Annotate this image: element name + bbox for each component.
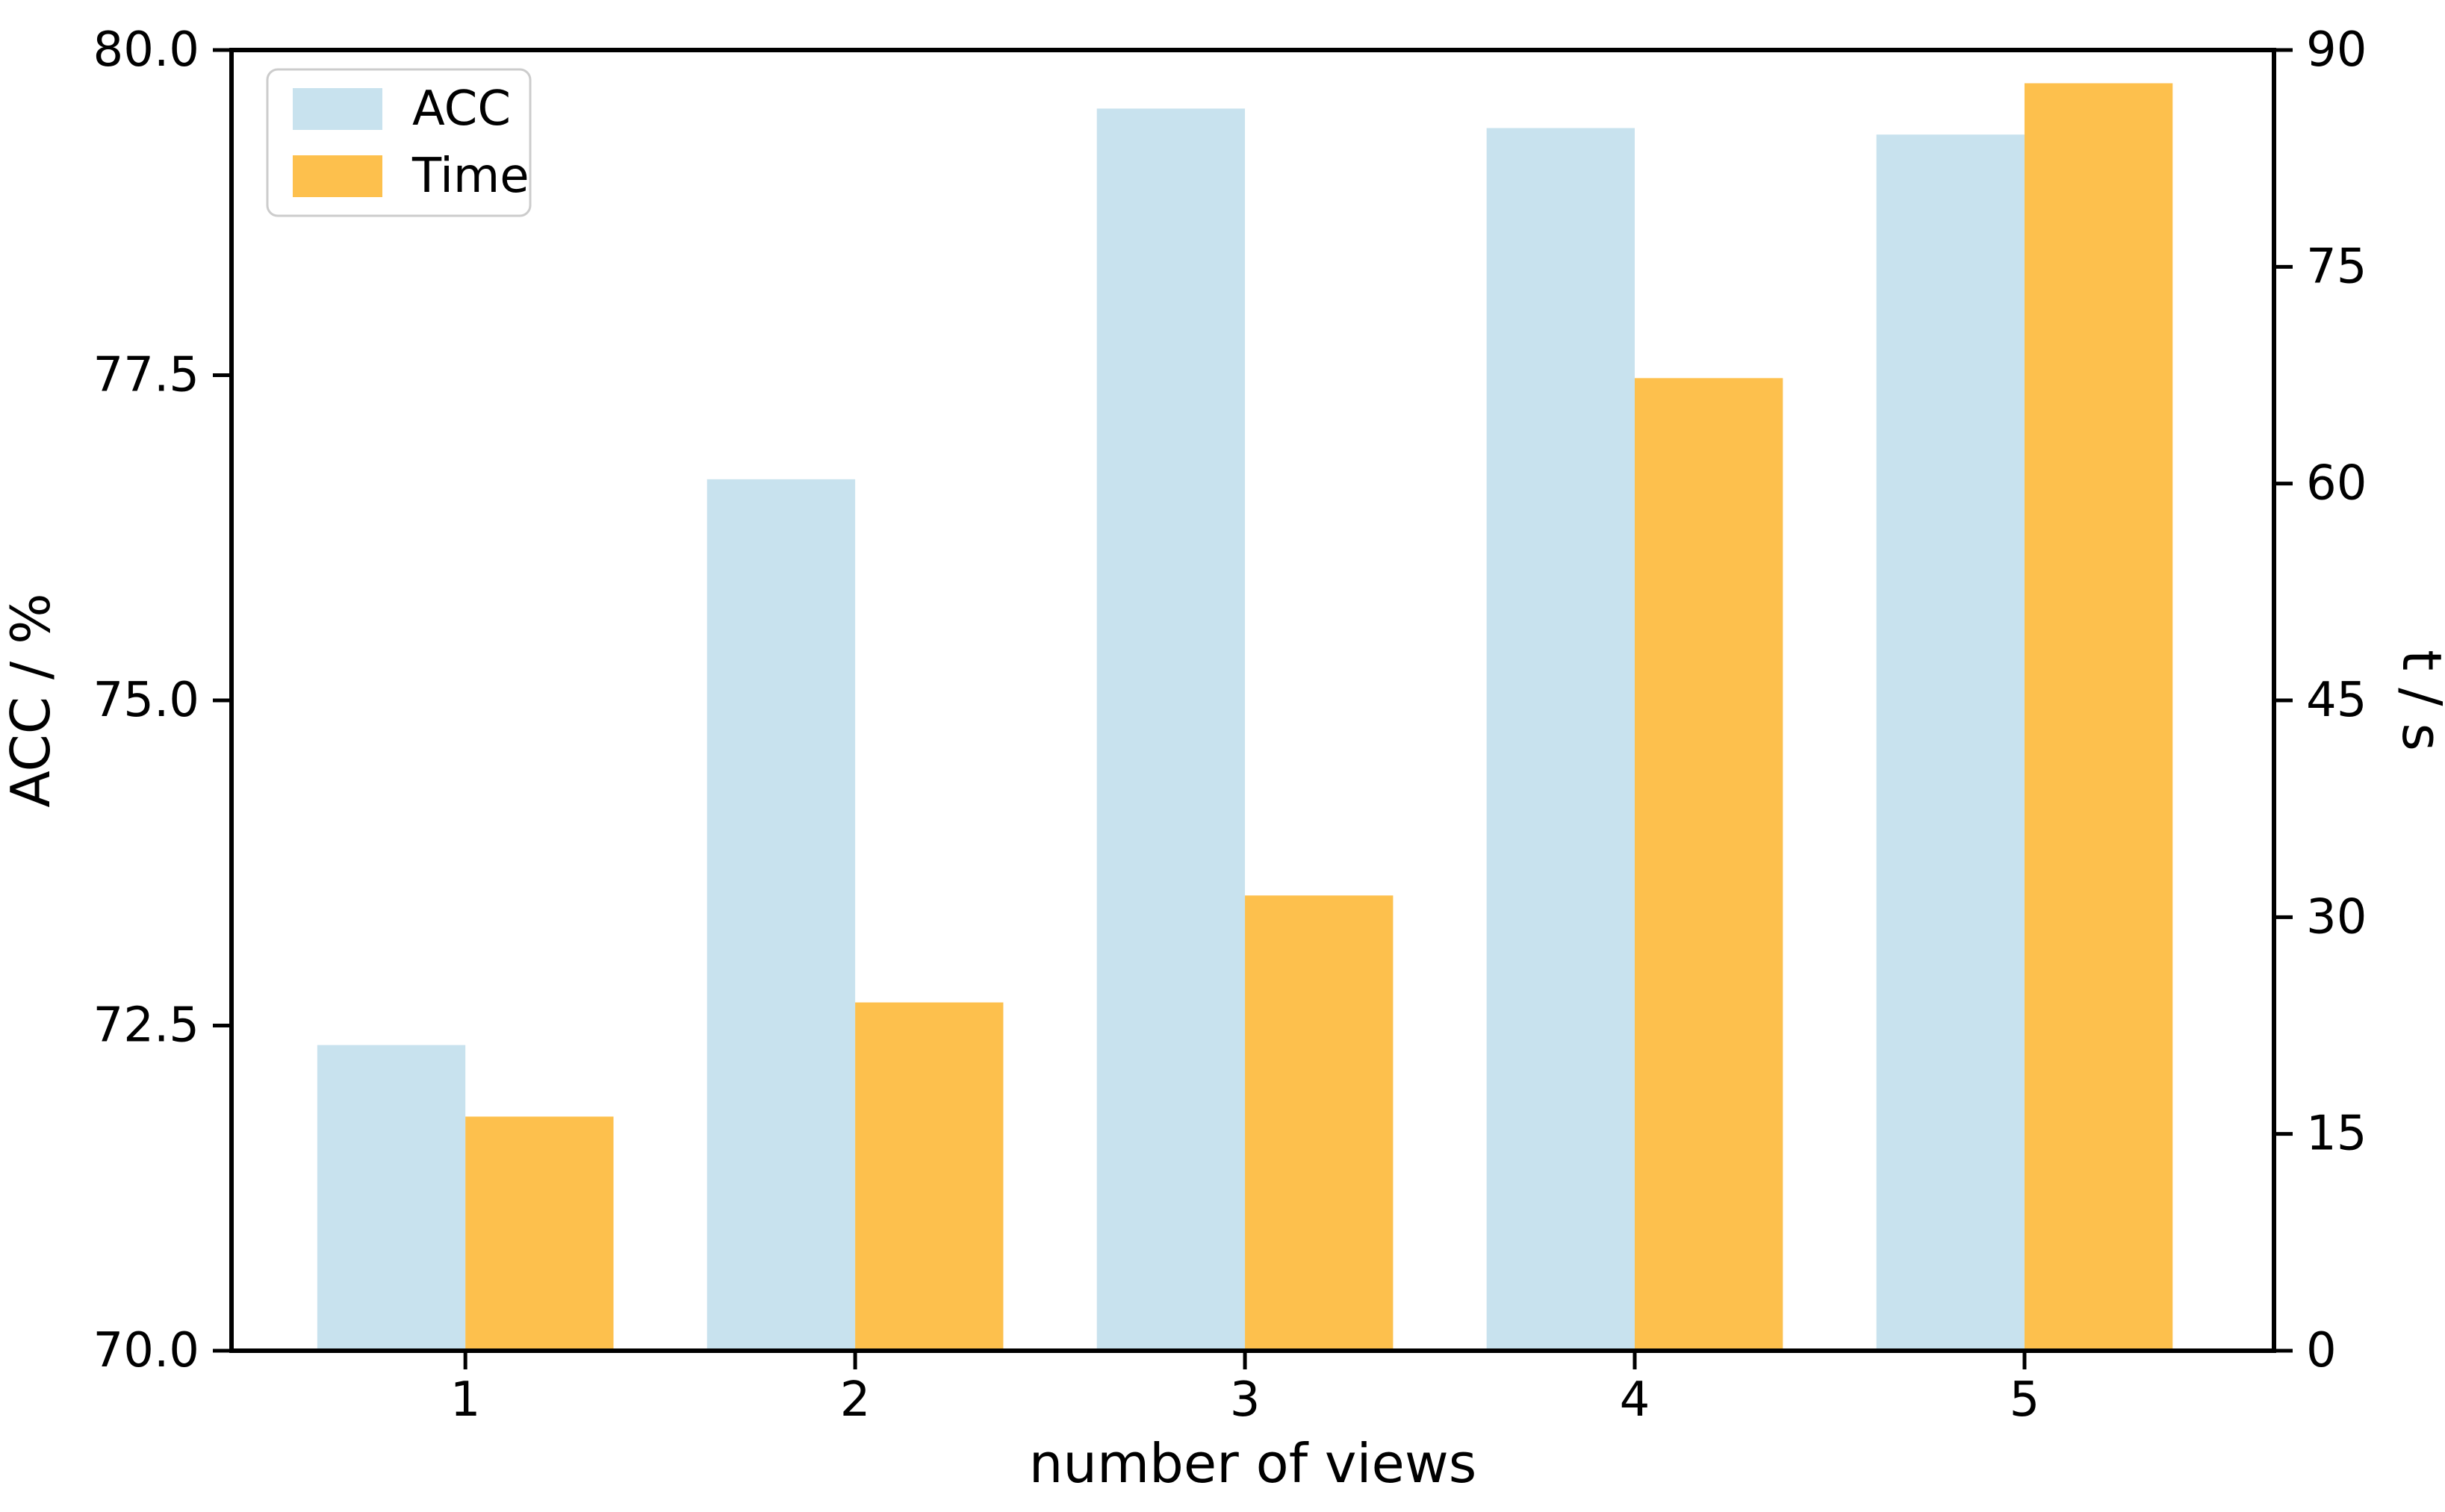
acc-bar-4 [1486, 128, 1635, 1351]
acc-bar-5 [1876, 134, 2025, 1351]
left-axis-tick-label: 70.0 [93, 1323, 200, 1378]
right-axis-tick-label: 30 [2306, 889, 2367, 945]
right-axis-tick-label: 45 [2306, 673, 2367, 728]
right-axis-tick-label: 75 [2306, 239, 2367, 294]
time-bar-2 [855, 1002, 1004, 1351]
left-axis-tick-label: 80.0 [93, 22, 200, 78]
x-axis-tick-label: 3 [1230, 1372, 1261, 1428]
legend-label-acc: ACC [412, 81, 511, 137]
right-axis-tick-label: 90 [2306, 22, 2367, 78]
right-axis-tick-label: 60 [2306, 456, 2367, 511]
time-bar-1 [465, 1116, 614, 1351]
right-axis-tick-label: 15 [2306, 1107, 2367, 1162]
x-axis-title: number of views [1029, 1432, 1476, 1495]
time-bar-5 [2024, 83, 2173, 1351]
left-axis-tick-label: 77.5 [93, 348, 200, 403]
left-y-axis-title: ACC / % [0, 594, 62, 808]
legend-label-time: Time [411, 149, 529, 204]
acc-bar-3 [1096, 108, 1246, 1351]
x-axis-tick-label: 4 [1620, 1372, 1650, 1428]
time-bar-3 [1245, 895, 1394, 1351]
left-axis-tick-label: 72.5 [93, 998, 200, 1054]
x-axis-tick-label: 1 [450, 1372, 481, 1428]
time-bar-4 [1635, 378, 1783, 1351]
left-axis-tick-label: 75.0 [93, 673, 200, 728]
x-axis-tick-label: 5 [2010, 1372, 2040, 1428]
x-axis-tick-label: 2 [840, 1372, 871, 1428]
right-y-axis-title: t / s [2390, 650, 2445, 751]
acc-bar-2 [706, 479, 856, 1351]
acc-bar-1 [317, 1045, 466, 1351]
right-axis-tick-label: 0 [2306, 1323, 2337, 1378]
legend-swatch-time [293, 155, 382, 197]
legend-swatch-acc [293, 88, 382, 130]
